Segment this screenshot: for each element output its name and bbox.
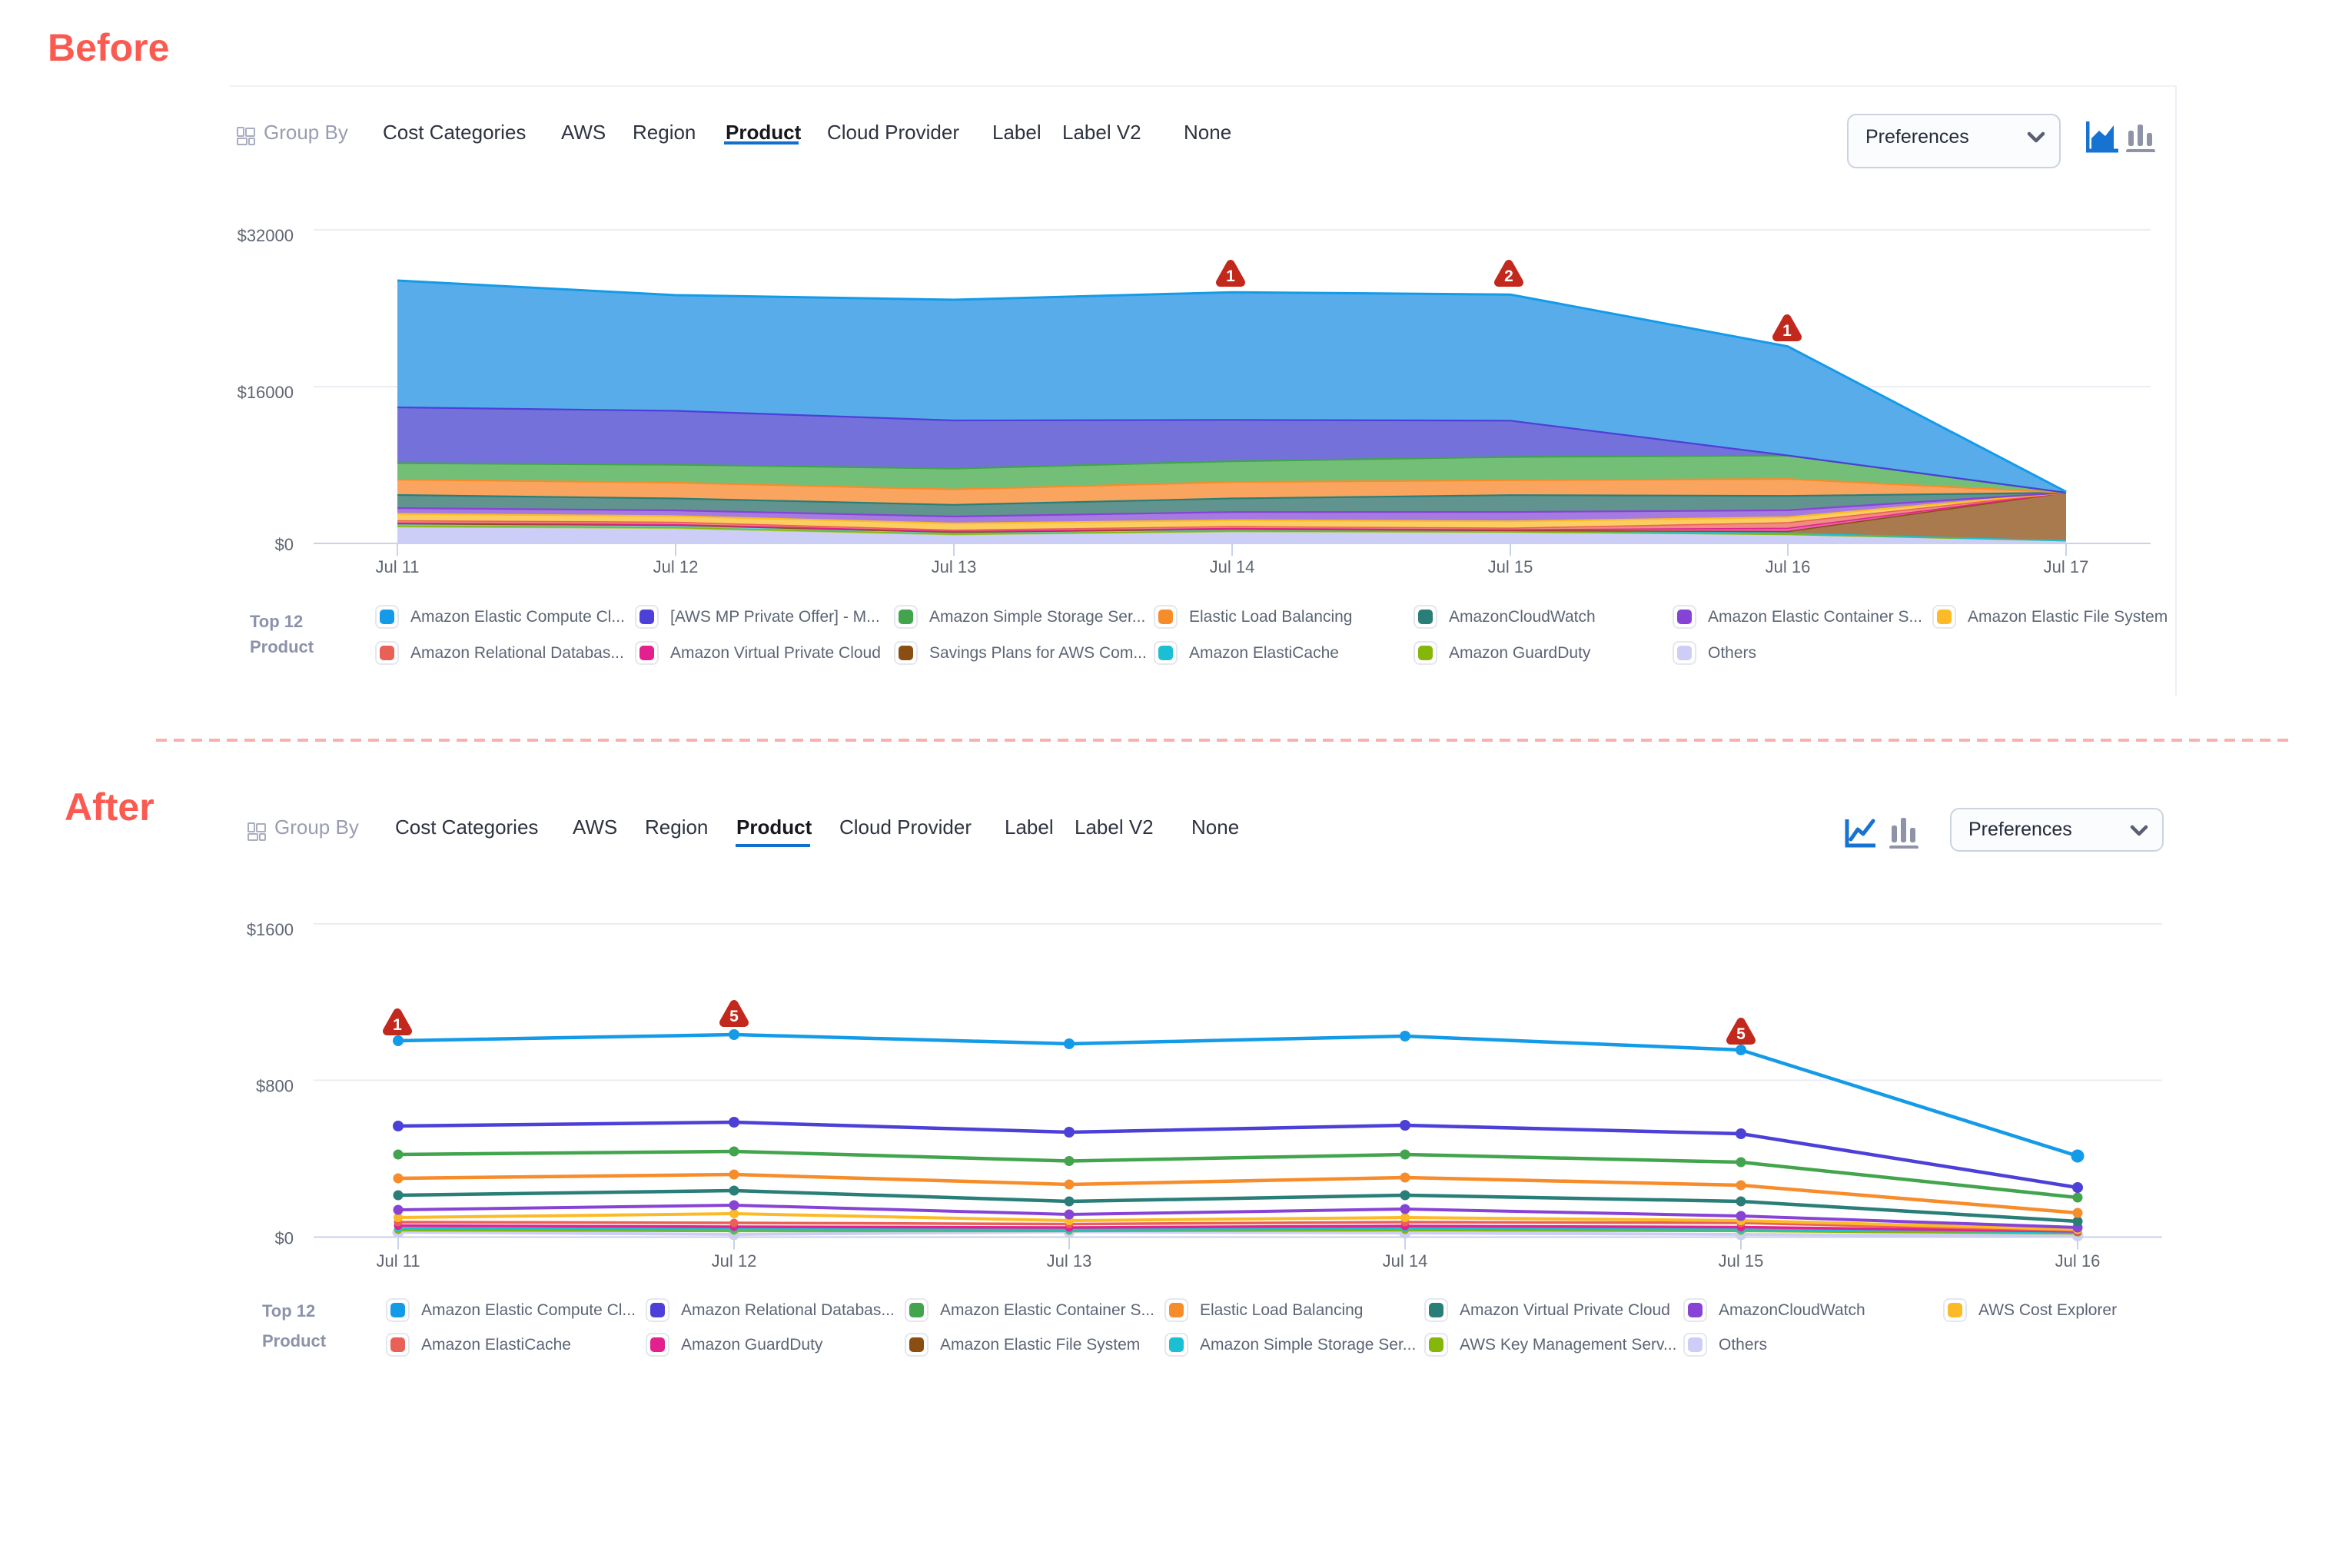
svg-text:$16000: $16000 (238, 383, 294, 402)
svg-text:2: 2 (1504, 267, 1513, 285)
svg-text:$1600: $1600 (247, 920, 294, 939)
svg-text:Jul 12: Jul 12 (653, 557, 699, 576)
svg-text:Jul 11: Jul 11 (376, 1251, 420, 1271)
svg-text:Jul 15: Jul 15 (1719, 1251, 1764, 1271)
svg-text:Jul 17: Jul 17 (2044, 557, 2089, 576)
svg-text:Jul 16: Jul 16 (1766, 557, 1811, 576)
svg-text:Jul 11: Jul 11 (375, 557, 419, 576)
svg-text:5: 5 (1736, 1025, 1746, 1043)
svg-text:1: 1 (1226, 267, 1235, 285)
svg-text:Jul 12: Jul 12 (712, 1251, 757, 1271)
svg-text:1: 1 (393, 1016, 402, 1034)
svg-text:Jul 13: Jul 13 (1047, 1251, 1092, 1271)
svg-text:$0: $0 (275, 535, 294, 554)
svg-text:Jul 14: Jul 14 (1383, 1251, 1428, 1271)
svg-text:$0: $0 (275, 1229, 294, 1248)
svg-text:$800: $800 (256, 1077, 294, 1096)
svg-text:Jul 15: Jul 15 (1488, 557, 1533, 576)
svg-text:$32000: $32000 (238, 226, 294, 245)
svg-text:5: 5 (729, 1008, 739, 1025)
svg-text:Jul 16: Jul 16 (2055, 1251, 2101, 1271)
svg-text:Jul 14: Jul 14 (1210, 557, 1255, 576)
svg-text:1: 1 (1782, 322, 1792, 340)
svg-text:Jul 13: Jul 13 (932, 557, 977, 576)
